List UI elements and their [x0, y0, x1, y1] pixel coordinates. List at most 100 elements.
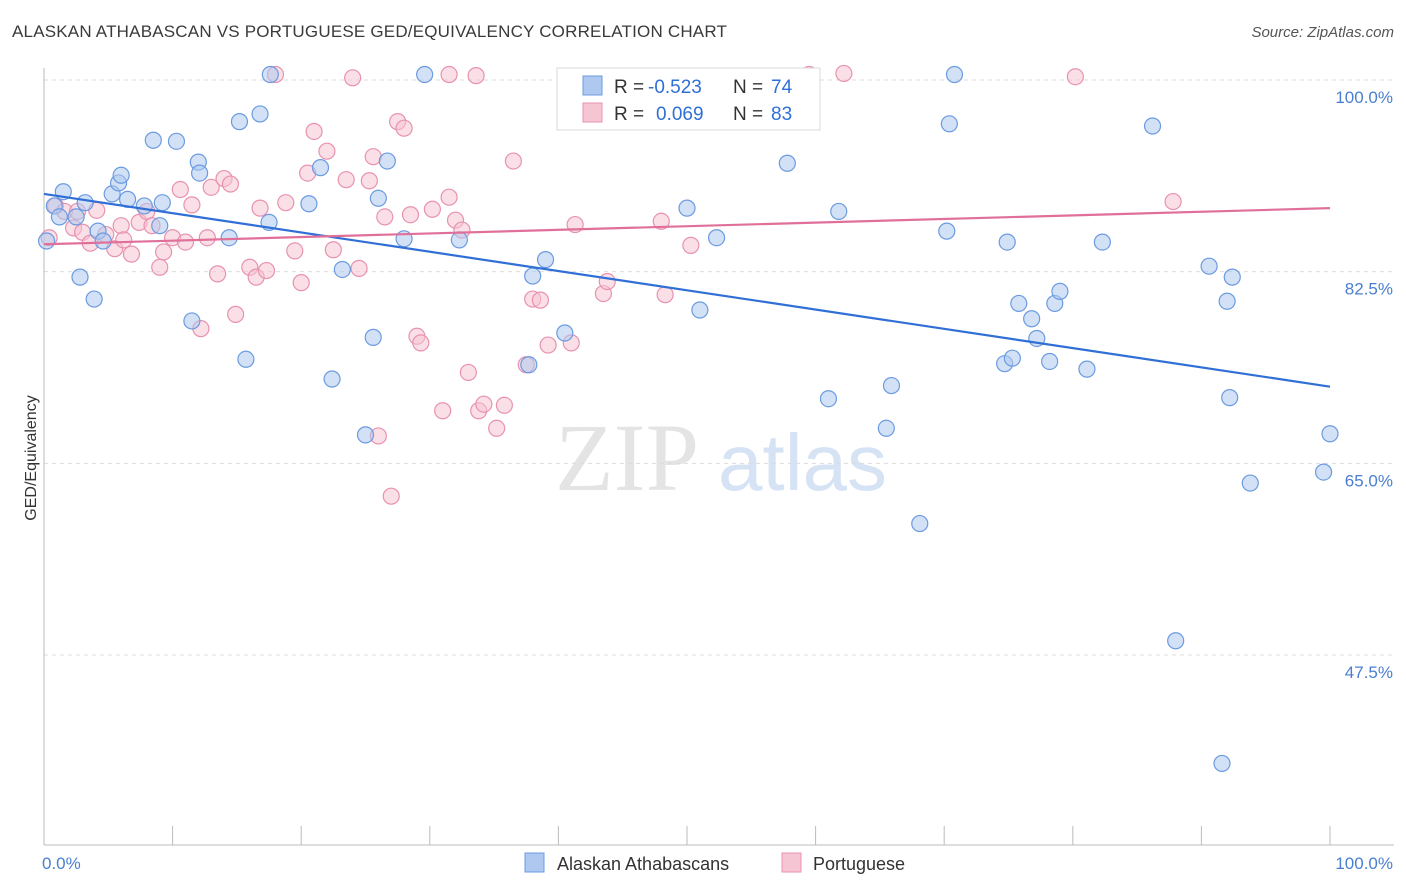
portuguese-point	[440, 65, 458, 84]
stats-pink-r-value: 0.069	[656, 104, 704, 125]
stats-pink-n-label: N =	[733, 104, 763, 125]
alaskan-athabascans-point	[135, 197, 153, 215]
portuguese-point	[305, 122, 323, 141]
portuguese-point	[227, 305, 245, 323]
portuguese-point	[531, 291, 549, 309]
portuguese-point	[171, 180, 189, 199]
alaskan-athabascans-point	[707, 229, 726, 247]
portuguese-point	[209, 265, 227, 283]
portuguese-point	[350, 259, 368, 277]
axes	[43, 68, 1394, 846]
portuguese-point	[495, 396, 513, 414]
alaskan-athabascans-point	[50, 208, 69, 226]
portuguese-point	[1066, 68, 1084, 86]
alaskan-athabascans-point	[1221, 389, 1239, 407]
portuguese-point	[292, 274, 310, 292]
stats-blue-n-value: 74	[771, 77, 793, 98]
portuguese-point	[656, 286, 674, 304]
alaskan-athabascans-point	[1241, 474, 1259, 492]
series-alaskan-athabascans-points	[37, 65, 1339, 773]
alaskan-athabascans-point	[71, 268, 89, 286]
alaskan-athabascans-point	[261, 65, 279, 84]
alaskan-athabascans-point	[364, 328, 382, 346]
alaskan-athabascans-point	[167, 132, 186, 150]
portuguese-point	[360, 172, 378, 190]
alaskan-athabascans-point	[830, 202, 848, 221]
portuguese-point	[504, 152, 522, 170]
alaskan-athabascans-point	[144, 131, 162, 149]
stats-blue-swatch	[582, 75, 603, 96]
y-tick-label: 47.5%	[1345, 663, 1393, 682]
alaskan-athabascans-point	[378, 152, 396, 170]
alaskan-athabascans-point	[94, 232, 112, 250]
portuguese-point	[286, 242, 304, 260]
alaskan-athabascans-point	[524, 267, 542, 285]
alaskan-athabascans-point	[556, 324, 574, 342]
portuguese-point	[412, 334, 430, 352]
portuguese-point	[176, 233, 195, 251]
alaskan-athabascans-point	[1003, 349, 1021, 367]
alaskan-athabascans-point	[778, 154, 796, 172]
x-tick-labels: 0.0% 100.0%	[42, 854, 1393, 873]
alaskan-athabascans-point	[691, 301, 709, 319]
alaskan-athabascans-point	[151, 217, 169, 235]
alaskan-athabascans-point	[85, 290, 103, 308]
legend-label-portuguese: Portuguese	[813, 854, 905, 874]
alaskan-athabascans-point	[153, 194, 171, 212]
y-tick-label: 65.0%	[1345, 471, 1393, 490]
stats-pink-swatch	[582, 102, 603, 123]
watermark-atlas: atlas	[718, 418, 887, 507]
portuguese-point	[598, 272, 616, 291]
portuguese-point	[344, 69, 362, 87]
portuguese-point	[401, 206, 420, 224]
portuguese-point	[376, 208, 394, 226]
alaskan-athabascans-point	[251, 105, 269, 123]
chart-title: ALASKAN ATHABASCAN VS PORTUGUESE GED/EQU…	[12, 22, 728, 41]
alaskan-athabascans-point	[76, 194, 94, 212]
y-tick-label: 82.5%	[1345, 280, 1393, 299]
alaskan-athabascans-point	[998, 233, 1016, 251]
portuguese-point	[459, 363, 477, 382]
x-tick-label: 0.0%	[42, 854, 81, 873]
portuguese-point	[488, 419, 506, 437]
alaskan-athabascans-point	[536, 251, 555, 269]
alaskan-athabascans-point	[183, 312, 201, 330]
alaskan-athabascans-point	[911, 514, 929, 533]
portuguese-point	[154, 243, 173, 261]
portuguese-point	[539, 336, 557, 354]
alaskan-athabascans-point	[323, 370, 341, 388]
alaskan-athabascans-point	[1167, 632, 1185, 650]
legend: Alaskan Athabascans Portuguese	[524, 852, 905, 874]
alaskan-athabascans-point	[1223, 268, 1241, 286]
y-tick-labels: 100.0% 82.5% 65.0% 47.5%	[1335, 88, 1393, 682]
trend-line-portuguese	[43, 207, 1331, 246]
portuguese-point	[475, 395, 493, 413]
portuguese-point	[395, 119, 413, 137]
stats-blue-r-label: R =	[614, 77, 644, 98]
stats-blue-n-label: N =	[733, 77, 763, 98]
portuguese-point	[151, 258, 169, 276]
portuguese-point	[652, 212, 670, 230]
alaskan-athabascans-point	[230, 113, 249, 131]
trend-line-alaskan-athabascans	[43, 192, 1331, 388]
portuguese-point	[440, 188, 458, 206]
portuguese-point	[364, 148, 382, 166]
legend-swatch-portuguese	[781, 852, 802, 873]
portuguese-point	[112, 217, 130, 235]
portuguese-point	[202, 178, 220, 196]
portuguese-point	[318, 142, 336, 160]
alaskan-athabascans-point	[1078, 360, 1096, 378]
alaskan-athabascans-point	[1023, 310, 1041, 328]
stats-blue-r-value: -0.523	[648, 77, 702, 98]
portuguese-point	[198, 229, 216, 247]
stats-pink-r-label: R =	[614, 104, 644, 125]
portuguese-point	[337, 171, 355, 189]
alaskan-athabascans-point	[450, 231, 468, 249]
portuguese-point	[257, 261, 276, 280]
portuguese-point	[1164, 192, 1182, 211]
alaskan-athabascans-point	[416, 65, 434, 84]
watermark-zip: ZIP	[555, 404, 699, 511]
stats-pink-n-value: 83	[771, 104, 792, 125]
alaskan-athabascans-point	[938, 222, 956, 240]
